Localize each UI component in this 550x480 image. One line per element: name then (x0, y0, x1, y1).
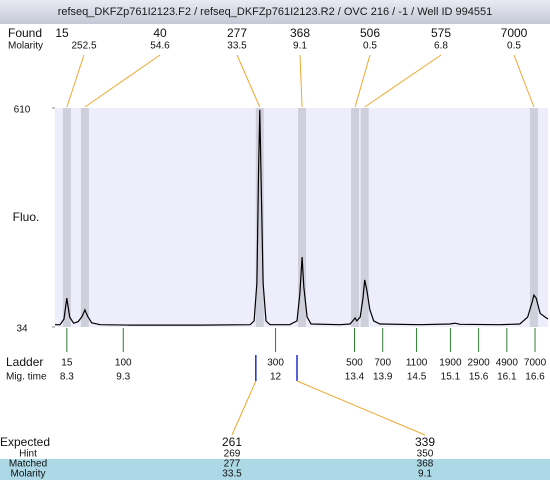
found-band (62, 108, 71, 327)
ladder-time: 16.6 (525, 372, 545, 383)
ladder-size: 300 (267, 358, 284, 369)
row-value: 368 (417, 459, 434, 470)
row-label: Matched (9, 459, 47, 470)
y-axis-label: Fluo. (13, 210, 40, 224)
found-leader (236, 54, 261, 108)
row-value: 350 (417, 449, 434, 460)
row-value: 33.5 (222, 469, 242, 480)
found-size: 40 (153, 26, 167, 40)
expected-label: Expected (0, 435, 50, 449)
found-size: 506 (360, 26, 380, 40)
found-size: 368 (290, 26, 310, 40)
found-molarity: 6.8 (434, 41, 448, 52)
expected-leader (231, 380, 257, 436)
found-leader (513, 54, 535, 108)
ladder-size: 700 (374, 358, 391, 369)
ladder-size: 2900 (467, 358, 490, 369)
y-tick-label: 34 (16, 324, 28, 335)
row-value: 9.1 (418, 469, 432, 480)
ladder-time: 8.3 (60, 372, 74, 383)
found-label: Found (8, 26, 42, 40)
found-size: 277 (227, 26, 247, 40)
found-molarity: 33.5 (227, 41, 247, 52)
row-label: Hint (19, 449, 37, 460)
found-size: 15 (55, 26, 69, 40)
found-leader (84, 54, 161, 108)
found-band (298, 108, 307, 327)
ladder-time: 15.1 (441, 372, 461, 383)
ladder-label: Ladder (6, 355, 43, 369)
found-size: 7000 (501, 26, 528, 40)
mig-time-label: Mig. time (6, 372, 47, 383)
y-tick-label: 610 (14, 105, 31, 116)
expected-value: 339 (415, 435, 435, 449)
ladder-time: 13.9 (373, 372, 393, 383)
found-band (255, 108, 264, 327)
trace (55, 109, 549, 326)
ladder-size: 100 (115, 358, 132, 369)
matched-band (0, 459, 550, 480)
ladder-size: 1900 (439, 358, 462, 369)
ladder-time: 16.1 (497, 372, 517, 383)
header-bar (0, 0, 550, 24)
molarity-label: Molarity (8, 41, 43, 52)
row-value: 269 (224, 449, 241, 460)
row-value: 277 (224, 459, 241, 470)
found-molarity: 0.5 (363, 41, 377, 52)
found-molarity: 252.5 (71, 41, 96, 52)
found-band (529, 108, 538, 327)
expected-value: 261 (222, 435, 242, 449)
ladder-size: 1100 (406, 358, 428, 369)
ladder-size: 15 (61, 358, 73, 369)
found-band (80, 108, 89, 327)
row-label: Molarity (10, 469, 45, 480)
ladder-time: 12 (270, 372, 282, 383)
ladder-size: 500 (346, 358, 363, 369)
ladder-size: 7000 (524, 358, 547, 369)
ladder-time: 9.3 (116, 372, 130, 383)
found-size: 575 (431, 26, 451, 40)
found-molarity: 0.5 (507, 41, 521, 52)
found-leader (354, 54, 371, 108)
found-leader (364, 54, 442, 108)
ladder-time: 13.4 (345, 372, 365, 383)
found-leader (299, 54, 303, 108)
found-band (351, 108, 360, 327)
expected-leader (296, 380, 426, 436)
found-leader (66, 54, 85, 108)
ladder-size: 4900 (496, 358, 519, 369)
found-molarity: 9.1 (293, 41, 307, 52)
ladder-time: 14.5 (407, 372, 427, 383)
chart-title: refseq_DKFZp761I2123.F2 / refseq_DKFZp76… (58, 6, 493, 18)
ladder-time: 15.6 (469, 372, 489, 383)
found-band (360, 108, 369, 327)
found-molarity: 54.6 (150, 41, 170, 52)
